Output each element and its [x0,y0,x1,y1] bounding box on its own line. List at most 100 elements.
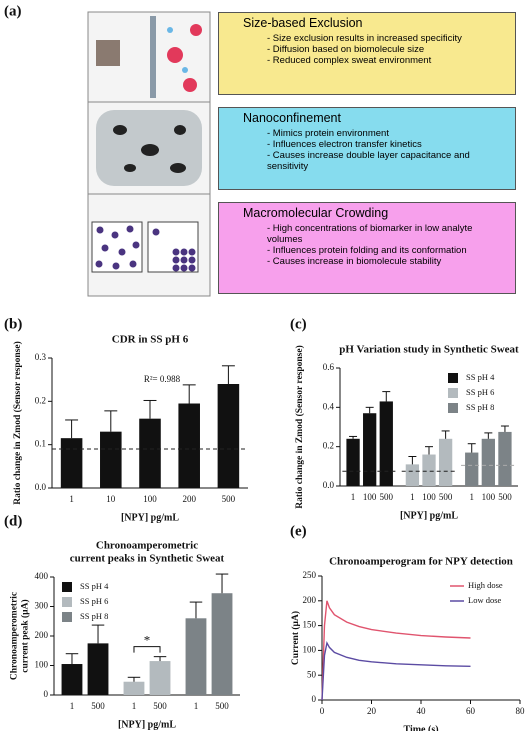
x-tick-label: 1 [351,492,356,502]
legend-swatch [62,582,72,592]
x-tick-label: 1 [194,701,199,711]
pore [141,144,159,156]
bar [100,431,122,488]
x-tick-label: 80 [516,706,526,716]
y-axis-label: current peak (µA) [20,599,31,672]
pore [174,125,186,135]
chart-title: CDR in SS pH 6 [112,334,189,346]
pore [124,164,136,172]
bullet: - Size exclusion results in increased sp… [267,33,462,44]
x-tick-label: 10 [106,494,116,504]
x-tick-label: 60 [466,706,476,716]
x-tick-label: 500 [498,492,512,502]
line-series [321,640,471,701]
pore [170,163,186,173]
bullet: - Influences electron transfer kinetics [267,139,422,150]
x-tick-label: 0 [320,706,325,716]
x-tick-label: 500 [153,701,167,711]
bullet: - High concentrations of biomarker in lo… [267,223,473,245]
biomolecule [183,78,197,92]
bar [422,454,436,486]
bar [87,643,109,695]
x-tick-label: 200 [182,494,196,504]
x-tick-label: 1 [132,701,137,711]
x-tick-label: 500 [439,492,453,502]
membrane-image [96,40,120,66]
panel-label: (d) [4,513,22,529]
bar [123,681,145,695]
x-tick-label: 1 [70,701,75,711]
y-axis-label: Current (µA) [290,611,301,665]
bullet: - Causes increase in biomolecule stabili… [267,256,442,267]
y-tick-label: 0 [44,689,49,699]
bar [139,418,161,488]
bar [481,438,495,486]
y-tick-label: 0.6 [323,362,335,372]
small-molecule [182,67,188,73]
bullet: - Diffusion based on biomolecule size [267,44,425,55]
x-tick-label: 500 [215,701,229,711]
y-tick-label: 300 [35,601,49,611]
y-tick-label: 200 [35,630,49,640]
chart-title: Chronoamperogram for NPY detection [329,556,513,568]
y-tick-label: 0.4 [323,401,335,411]
bullet: - Influences protein folding and its con… [267,245,467,256]
annotation: * [144,633,151,648]
y-tick-label: 0 [312,694,317,704]
bar [379,401,393,486]
text-box: Nanoconfinement - Mimics protein environm… [218,107,516,190]
bar [438,438,453,486]
legend-label: SS pH 8 [466,402,494,412]
bar [498,431,512,486]
y-tick-label: 150 [303,620,317,630]
y-tick-label: 0.3 [35,352,47,362]
x-tick-label: 100 [143,494,157,504]
legend-label: SS pH 4 [466,372,495,382]
y-tick-label: 250 [303,570,317,580]
x-tick-label: 100 [482,492,496,502]
bar [465,452,479,486]
legend-label: SS pH 4 [80,581,109,591]
x-tick-label: 100 [422,492,436,502]
x-axis-label: [NPY] pg/mL [121,512,179,523]
y-tick-label: 400 [35,571,49,581]
legend-swatch [448,388,458,398]
y-tick-label: 0.1 [35,439,46,449]
x-tick-label: 500 [91,701,105,711]
y-tick-label: 50 [307,669,317,679]
panel-label: (a) [4,3,22,19]
x-tick-label: 1 [469,492,474,502]
box-title: Nanoconfinement [243,111,341,125]
x-tick-label: 1 [410,492,415,502]
x-tick-label: 100 [363,492,377,502]
bar [185,618,207,695]
box-title: Macromolecular Crowding [243,206,389,220]
bar [178,403,200,488]
bullet: - Causes increase double layer capacitan… [267,150,470,172]
crowders [95,225,196,272]
y-tick-label: 0.2 [35,395,46,405]
y-axis-label: Chronoamperometric [10,592,20,680]
legend-swatch [448,373,458,383]
legend-label: SS pH 6 [466,387,494,397]
line-series [321,600,471,701]
chart-title: current peaks in Synthetic Sweat [70,553,225,565]
bar [149,661,171,695]
legend-label: SS pH 8 [80,611,108,621]
bar [211,593,233,695]
y-tick-label: 0.0 [35,482,47,492]
x-tick-label: 1 [69,494,74,504]
small-molecule [167,27,173,33]
bullet: - Mimics protein environment [267,128,389,139]
y-axis-label: Ratio change in Zmod (Sensor response) [12,341,23,505]
annotation: R²= 0.988 [144,374,181,384]
bar [346,438,360,486]
bar [363,413,377,486]
text-box: Macromolecular Crowding - High concentrat… [218,202,516,294]
legend-swatch [62,612,72,622]
y-tick-label: 0.2 [323,441,334,451]
biomolecule [167,47,183,63]
membrane [150,16,156,98]
